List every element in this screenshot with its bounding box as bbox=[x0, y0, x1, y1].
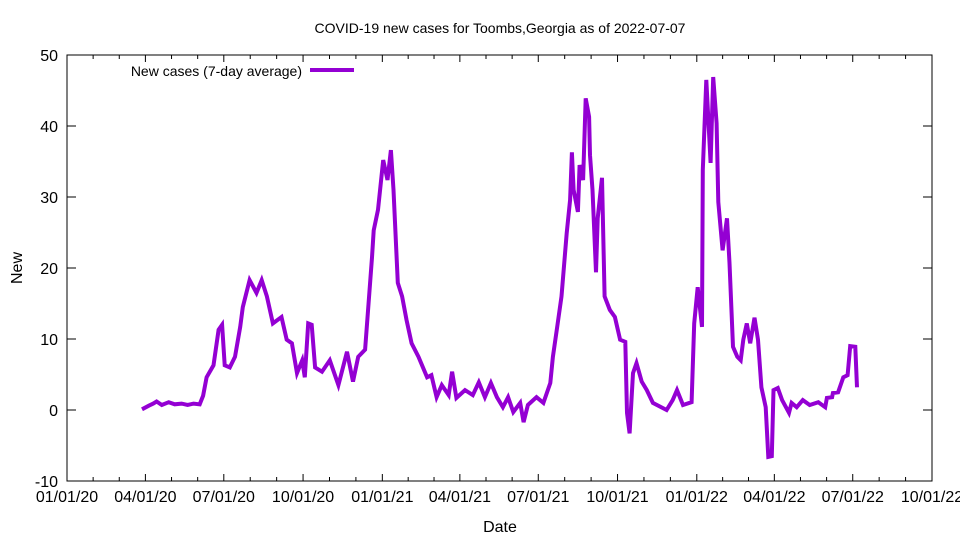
x-axis-label: Date bbox=[483, 519, 517, 536]
x-tick-label: 04/01/22 bbox=[743, 489, 805, 506]
x-tick-label: 07/01/20 bbox=[193, 489, 255, 506]
series-layer bbox=[141, 76, 859, 460]
y-axis-label: New bbox=[9, 252, 26, 284]
y-tick-label: 40 bbox=[40, 119, 58, 136]
y-tick-label: 0 bbox=[49, 403, 58, 420]
x-tick-label: 04/01/20 bbox=[114, 489, 176, 506]
x-tick-label: 01/01/22 bbox=[666, 489, 728, 506]
x-tick-label: 07/01/21 bbox=[507, 489, 569, 506]
x-tick-label: 04/01/21 bbox=[429, 489, 491, 506]
x-tick-label: 01/01/20 bbox=[36, 489, 98, 506]
legend: New cases (7-day average) bbox=[131, 63, 354, 79]
axis-ticks: -10 0 10 20 30 40 50 01/01/20 04/01/20 07/01/20 10… bbox=[35, 48, 960, 506]
y-tick-label: 10 bbox=[40, 332, 58, 349]
legend-label: New cases (7-day average) bbox=[131, 63, 302, 79]
x-tick-label: 07/01/22 bbox=[822, 489, 884, 506]
x-tick-label: 10/01/20 bbox=[272, 489, 334, 506]
y-tick-label: 30 bbox=[40, 190, 58, 207]
y-tick-label: -10 bbox=[35, 474, 58, 491]
x-tick-label: 10/01/21 bbox=[586, 489, 648, 506]
chart-title: COVID-19 new cases for Toombs,Georgia as… bbox=[315, 20, 686, 36]
x-tick-label: 10/01/22 bbox=[901, 489, 960, 506]
x-tick-label: 01/01/21 bbox=[351, 489, 413, 506]
y-tick-label: 20 bbox=[40, 261, 58, 278]
series-line bbox=[141, 76, 859, 460]
plot-border bbox=[66, 54, 933, 482]
y-tick-label: 50 bbox=[40, 48, 58, 65]
